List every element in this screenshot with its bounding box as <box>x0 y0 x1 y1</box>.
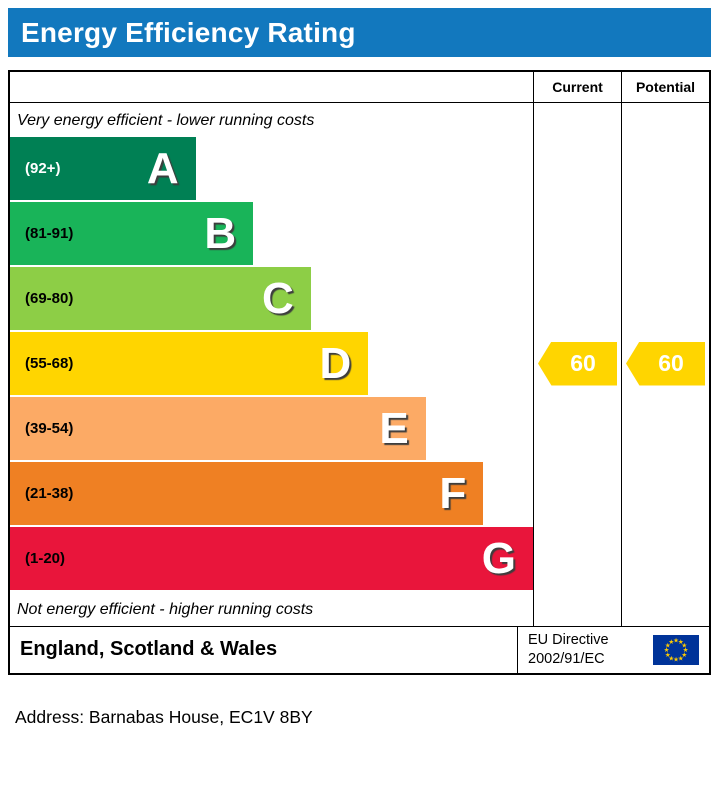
epc-bands: Very energy efficient - lower running co… <box>10 103 533 626</box>
footer-directive: EU Directive 2002/91/EC ★ ★ ★ ★ ★ ★ ★ ★ ★ ★ ★ ★ <box>517 627 709 673</box>
epc-band-F: (21-38) F <box>10 462 533 525</box>
band-bar: (92+) A <box>10 137 196 200</box>
band-range-label: (55-68) <box>25 355 74 372</box>
current-column-header: Current <box>533 72 621 102</box>
band-range-label: (1-20) <box>25 550 66 567</box>
eu-directive-line1: EU Directive <box>528 632 609 648</box>
epc-band-E: (39-54) E <box>10 397 533 460</box>
band-letter: E <box>379 403 409 453</box>
chart-title-bar: Energy Efficiency Rating <box>8 8 711 57</box>
band-letter: C <box>261 273 294 323</box>
epc-band-D: (55-68) D <box>10 332 533 395</box>
band-range-label: (21-38) <box>25 485 74 502</box>
svg-text:★: ★ <box>668 655 674 662</box>
epc-band-A: (92+) A <box>10 137 533 200</box>
footer-region: England, Scotland & Wales <box>20 638 278 661</box>
band-letter: F <box>439 468 467 518</box>
svg-text:★: ★ <box>668 639 674 646</box>
band-range-label: (39-54) <box>25 420 74 437</box>
band-range-label: (69-80) <box>25 290 74 307</box>
epc-band-B: (81-91) B <box>10 202 533 265</box>
svg-text:★: ★ <box>665 642 671 649</box>
potential-column-header: Potential <box>621 72 709 102</box>
band-letter: D <box>319 338 352 388</box>
eu-directive-line2: 2002/91/EC <box>528 650 605 667</box>
band-bar: (39-54) E <box>10 397 426 460</box>
band-bar: (55-68) D <box>10 332 369 395</box>
band-letter: A <box>146 143 179 193</box>
address-line: Address: Barnabas House, EC1V 8BY <box>15 706 313 727</box>
epc-chart: Current Potential Very energy efficient … <box>8 70 711 675</box>
svg-text:★: ★ <box>673 657 679 664</box>
caption-top: Very energy efficient - lower running co… <box>17 112 315 129</box>
svg-text:★: ★ <box>681 652 687 659</box>
eu-flag-icon: ★ ★ ★ ★ ★ ★ ★ ★ ★ ★ ★ ★ <box>653 634 699 665</box>
band-bar: (81-91) B <box>10 202 254 265</box>
band-bar: (1-20) G <box>10 527 533 590</box>
potential-column: 60 <box>621 103 709 626</box>
svg-text:★: ★ <box>673 638 679 645</box>
chart-header-row: Current Potential <box>10 72 709 103</box>
chart-main: Very energy efficient - lower running co… <box>10 103 709 626</box>
potential-score-arrow: 60 <box>626 341 705 386</box>
svg-text:★: ★ <box>678 639 684 646</box>
svg-text:★: ★ <box>678 655 684 662</box>
epc-page: Energy Efficiency Rating Current Potenti… <box>8 8 711 727</box>
epc-band-C: (69-80) C <box>10 267 533 330</box>
page-title: Energy Efficiency Rating <box>21 16 356 48</box>
svg-text:★: ★ <box>665 652 671 659</box>
band-bar: (21-38) F <box>10 462 484 525</box>
svg-text:★: ★ <box>681 642 687 649</box>
band-bar: (69-80) C <box>10 267 311 330</box>
chart-footer-row: England, Scotland & Wales EU Directive 2… <box>10 626 709 673</box>
eu-directive-text: EU Directive 2002/91/EC <box>528 631 609 669</box>
svg-text:★: ★ <box>664 647 670 654</box>
epc-band-G: (1-20) G <box>10 527 533 590</box>
caption-bottom: Not energy efficient - higher running co… <box>17 601 314 618</box>
svg-text:★: ★ <box>683 647 689 654</box>
current-column: 60 <box>533 103 621 626</box>
band-letter: B <box>204 208 237 258</box>
band-range-label: (92+) <box>25 160 61 177</box>
header-spacer <box>10 72 533 102</box>
current-score-arrow: 60 <box>538 341 617 386</box>
band-letter: G <box>481 533 516 583</box>
band-range-label: (81-91) <box>25 225 74 242</box>
